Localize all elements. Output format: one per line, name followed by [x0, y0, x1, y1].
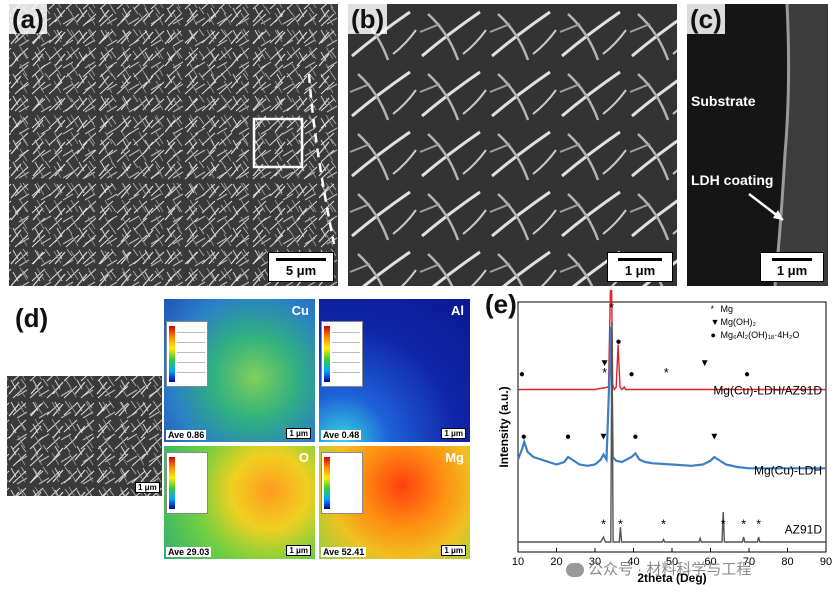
phase-marker: *: [721, 516, 726, 531]
eds-element-mg: Mg: [445, 450, 464, 465]
eds-element-al: Al: [451, 303, 464, 318]
eds-ave-al: Ave 0.48: [321, 430, 362, 440]
sem-a-texture: [9, 4, 338, 286]
legend-symbol: *: [711, 304, 715, 314]
scale-bar-a-label: 5 μm: [285, 263, 317, 278]
x-tick-label: 70: [743, 556, 755, 568]
sem-image-d: 1 μm: [7, 376, 162, 496]
eds-legend-al: [321, 321, 363, 387]
series-label-mgcu-ldh-az91d: Mg(Cu)-LDH/AZ91D: [713, 384, 822, 398]
panel-label-a: (a): [9, 4, 47, 34]
phase-marker: *: [602, 365, 607, 380]
eds-ave-mg: Ave 52.41: [321, 547, 367, 557]
scale-bar-b: 1 μm: [607, 252, 673, 282]
eds-legend-o: [166, 452, 208, 514]
xrd-chart: 10 20 30 40 50 60 70 80 90 2theta (Deg) Intensity …: [497, 290, 832, 585]
zoom-box: [252, 117, 304, 169]
scale-bar-c-label: 1 μm: [776, 263, 808, 278]
eds-map-cu: Cu Ave 0.86 1 μm: [164, 299, 315, 442]
x-tick-label: 60: [704, 556, 716, 568]
sem-image-a: (a) 5 μm: [9, 4, 338, 286]
legend-text: Mg(OH)₂: [721, 317, 757, 327]
phase-marker: *: [601, 516, 606, 531]
y-axis-label: Intensity (a.u.): [497, 386, 511, 467]
phase-marker-top: *: [609, 300, 614, 315]
phase-marker: ▼: [599, 432, 609, 443]
phase-marker: *: [664, 365, 669, 380]
series-line-mg-cu-ldh-az91d: [518, 290, 826, 391]
eds-map-mg: Mg Ave 52.41 1 μm: [319, 446, 470, 559]
phase-marker: ▼: [700, 358, 710, 369]
watermark-icon: [566, 563, 584, 578]
phase-marker: *: [741, 516, 746, 531]
phase-marker: *: [661, 516, 666, 531]
phase-marker: ●: [519, 369, 525, 380]
sem-image-b: (b) 1 μm: [348, 4, 677, 286]
phase-marker: ▼: [709, 432, 719, 443]
series-line-mg-cu-ldh: [516, 326, 826, 470]
x-tick-label: 90: [820, 556, 832, 568]
series-line-az91d: [518, 321, 826, 543]
phase-marker: ●: [632, 432, 638, 443]
panel-label-b: (b): [348, 4, 388, 34]
scale-bar-c: 1 μm: [760, 252, 824, 282]
phase-marker: ●: [744, 369, 750, 380]
series-label-mgcu-ldh: Mg(Cu)-LDH: [754, 464, 822, 478]
scale-bar-d-label: 1 μm: [138, 483, 157, 492]
legend-text: Mg₆Al₂(OH)₁₈·4H₂O: [721, 330, 800, 340]
panel-label-e: (e): [485, 289, 517, 319]
legend-text: Mg: [721, 304, 734, 314]
eds-ave-o: Ave 29.03: [166, 547, 212, 557]
eds-map-o: O Ave 29.03 1 μm: [164, 446, 315, 559]
x-tick-label: 80: [781, 556, 793, 568]
sem-image-c: (c) Substrate LDH coating 1 μm: [687, 4, 828, 286]
phase-marker: ●: [629, 369, 635, 380]
scale-bar-d: 1 μm: [135, 482, 160, 493]
legend-symbol: ▼: [711, 317, 720, 327]
x-tick-label: 40: [627, 556, 639, 568]
watermark: 公众号 · 材料科学与工程: [566, 558, 751, 579]
eds-map-al: Al Ave 0.48 1 μm: [319, 299, 470, 442]
x-tick-label: 10: [512, 556, 524, 568]
watermark-text: 公众号 · 材料科学与工程: [588, 561, 752, 578]
sem-d-texture: [7, 376, 162, 496]
x-axis-label: 2theta (Deg): [637, 571, 706, 585]
series-label-az91d: AZ91D: [785, 522, 823, 536]
sem-b-texture: [348, 4, 677, 286]
x-tick-label: 50: [666, 556, 678, 568]
x-tick-label: 20: [550, 556, 562, 568]
panel-label-d: (d): [15, 303, 49, 333]
phase-marker: ●: [521, 432, 527, 443]
cross-section-layer: [748, 4, 828, 286]
scale-bar-b-label: 1 μm: [624, 263, 656, 278]
eds-legend-cu: [166, 321, 208, 387]
eds-scale-mg: 1 μm: [441, 545, 466, 556]
eds-scale-cu: 1 μm: [286, 428, 311, 439]
x-tick-label: 30: [589, 556, 601, 568]
phase-marker: ▼: [600, 358, 610, 369]
eds-element-o: O: [298, 450, 309, 465]
eds-legend-mg: [321, 452, 363, 514]
eds-scale-o: 1 μm: [286, 545, 311, 556]
eds-scale-al: 1 μm: [441, 428, 466, 439]
phase-marker: *: [618, 516, 623, 531]
legend-symbol: ●: [711, 330, 716, 340]
phase-marker: *: [756, 516, 761, 531]
substrate-label: Substrate: [691, 93, 756, 109]
panel-label-c: (c): [687, 4, 725, 34]
phase-marker: ●: [565, 432, 571, 443]
phase-marker: ●: [615, 337, 621, 348]
scale-bar-a: 5 μm: [268, 252, 334, 282]
eds-element-cu: Cu: [291, 303, 309, 318]
eds-ave-cu: Ave 0.86: [166, 430, 207, 440]
ldh-coating-label: LDH coating: [691, 172, 774, 188]
